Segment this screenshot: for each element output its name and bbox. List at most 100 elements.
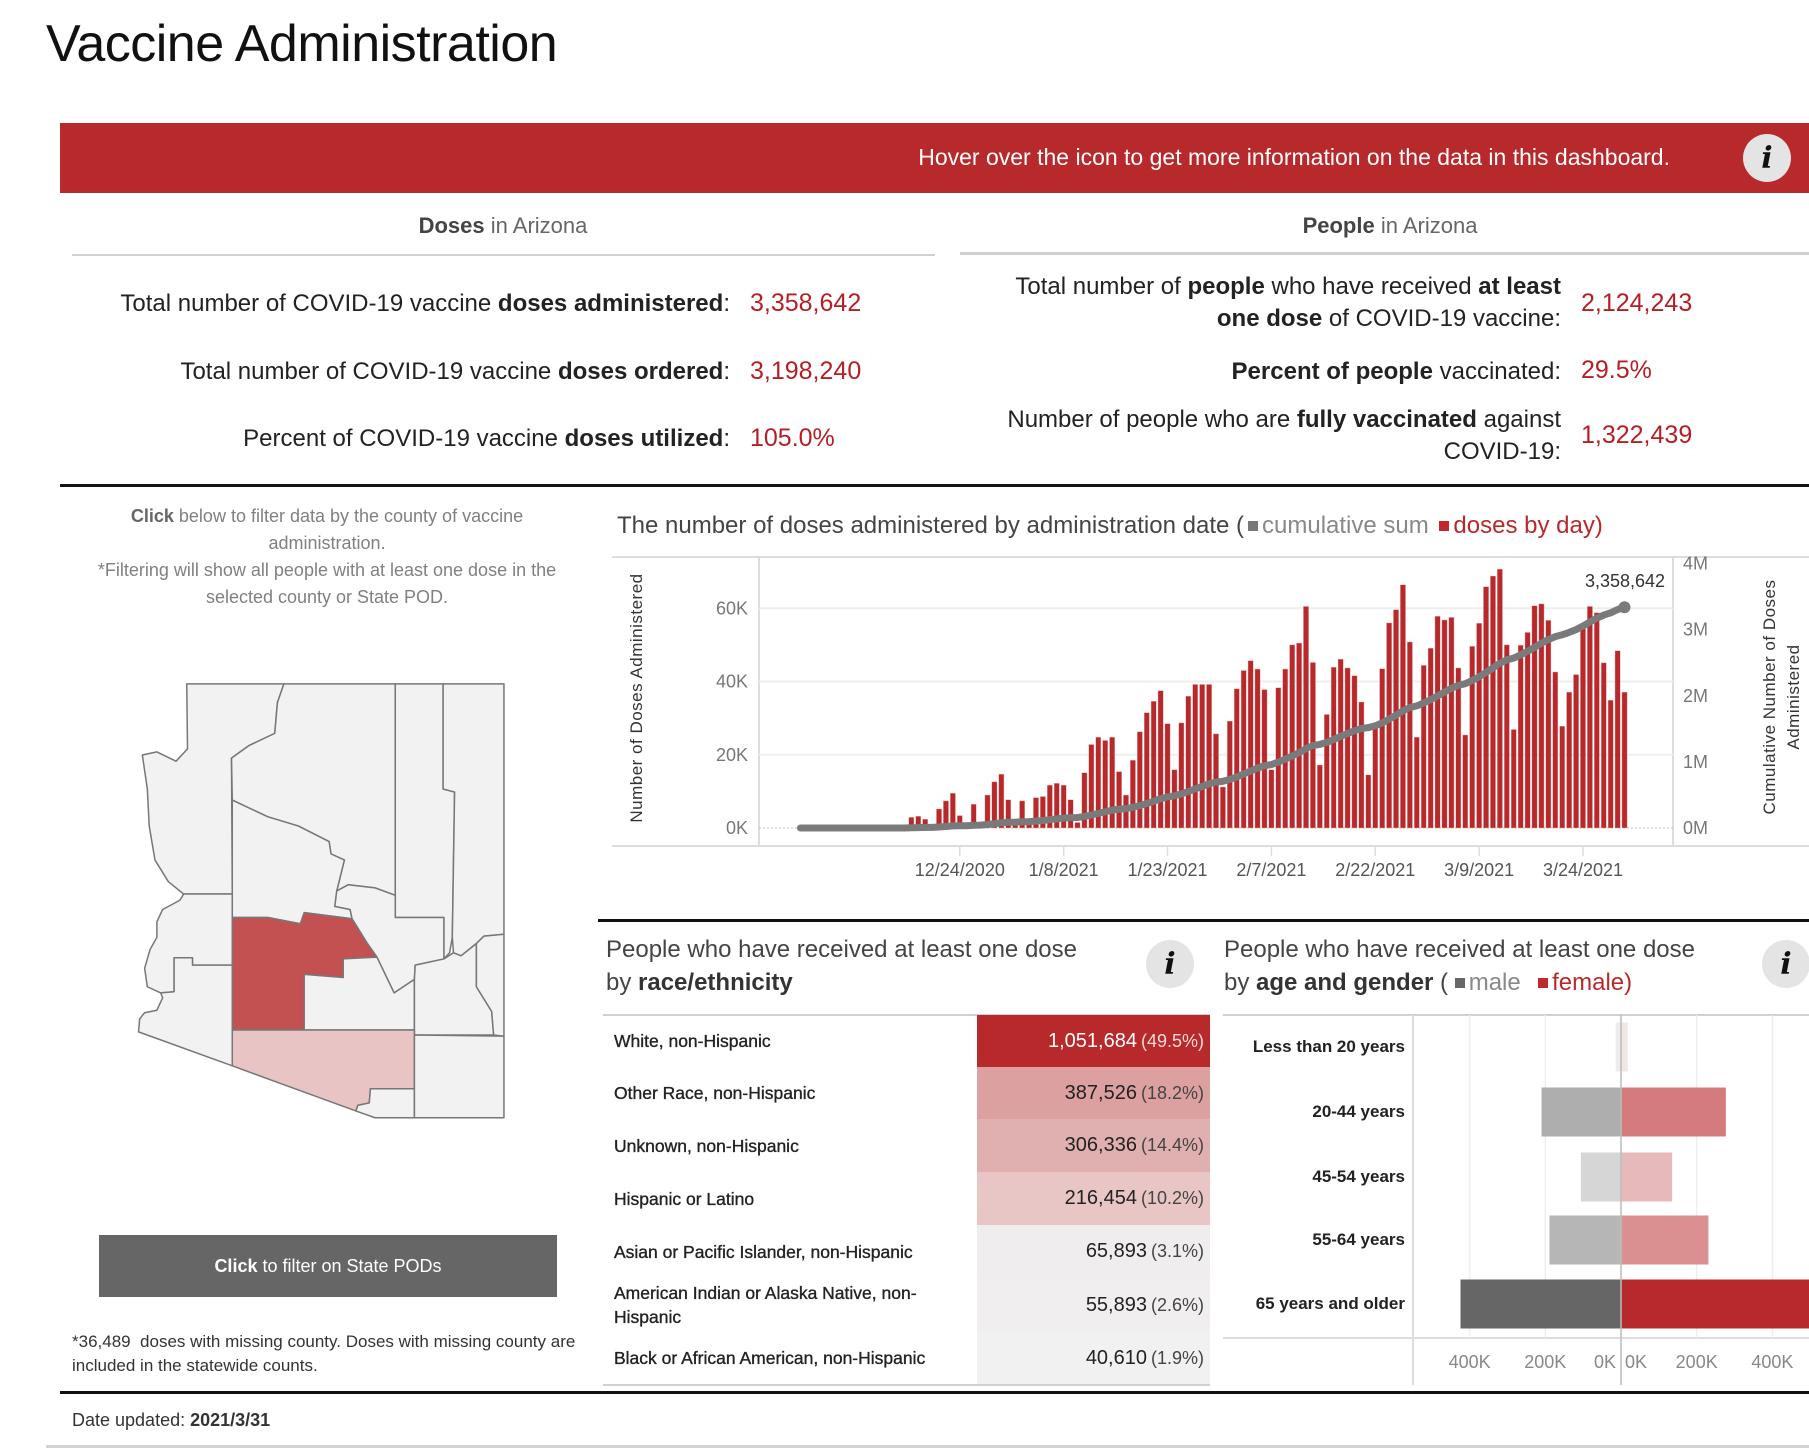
info-icon[interactable]: i [1743,134,1791,182]
daily-bar[interactable] [1386,622,1392,829]
state-pods-filter-button[interactable]: Click to filter on State PODs [99,1235,557,1297]
daily-bar[interactable] [1455,667,1462,829]
daily-bar[interactable] [1510,729,1517,829]
daily-bar[interactable] [1420,665,1427,829]
daily-bar[interactable] [1587,606,1593,829]
daily-bar[interactable] [1047,784,1053,829]
daily-bar[interactable] [1573,674,1579,829]
female-bar[interactable] [1621,1022,1628,1072]
daily-bar[interactable] [1580,627,1586,829]
daily-bar[interactable] [1504,644,1510,829]
daily-bar[interactable] [1497,568,1503,829]
daily-bar[interactable] [922,819,928,829]
daily-bar[interactable] [1150,701,1157,829]
daily-bar[interactable] [1220,786,1226,829]
daily-bar[interactable] [1594,612,1600,829]
daily-bar[interactable] [1185,695,1192,829]
daily-bar[interactable] [1441,619,1448,829]
daily-bar[interactable] [1607,699,1614,829]
daily-bar[interactable] [1074,822,1081,829]
daily-bar[interactable] [1379,668,1385,829]
female-bar[interactable] [1621,1215,1709,1265]
daily-bar[interactable] [1012,824,1018,829]
male-bar[interactable] [1460,1279,1621,1329]
daily-bar[interactable] [1490,575,1496,829]
daily-bar[interactable] [1552,671,1559,829]
daily-bar[interactable] [1067,799,1074,829]
daily-bar[interactable] [1323,714,1330,829]
daily-bar[interactable] [1116,771,1122,829]
daily-bar[interactable] [1400,584,1406,829]
county-cochise[interactable] [414,1035,504,1118]
info-icon[interactable]: i [1146,940,1194,988]
daily-bar[interactable] [1192,684,1199,829]
race-row[interactable]: Asian or Pacific Islander, non-Hispanic … [603,1225,1210,1278]
daily-bar[interactable] [1088,744,1095,829]
male-bar[interactable] [1580,1152,1621,1202]
daily-bar[interactable] [1545,620,1552,829]
daily-bar[interactable] [1164,723,1171,829]
daily-bar[interactable] [1566,691,1572,829]
daily-bar[interactable] [1247,660,1254,829]
daily-bar[interactable] [1206,684,1212,829]
daily-bar[interactable] [1469,646,1475,829]
daily-bar[interactable] [970,803,977,829]
daily-bar[interactable] [1289,644,1295,829]
race-row[interactable]: American Indian or Alaska Native, non-Hi… [603,1278,1210,1332]
daily-bar[interactable] [1483,586,1489,829]
daily-bar[interactable] [1268,769,1275,829]
male-bar[interactable] [1549,1215,1621,1265]
daily-bar[interactable] [1199,684,1205,829]
daily-bar[interactable] [1538,603,1545,829]
daily-bar[interactable] [991,781,998,829]
daily-bar[interactable] [957,815,963,829]
race-row[interactable]: Hispanic or Latino 216,454 (10.2%) [603,1172,1210,1225]
daily-bar[interactable] [1102,740,1109,829]
daily-bar[interactable] [1414,736,1420,829]
daily-bar[interactable] [1130,760,1136,829]
daily-bar[interactable] [1372,727,1379,829]
daily-bar[interactable] [1137,731,1143,829]
female-bar[interactable] [1621,1087,1726,1137]
male-bar[interactable] [1615,1022,1621,1072]
daily-bar[interactable] [1060,784,1067,829]
daily-bar[interactable] [943,800,949,829]
daily-bar[interactable] [1026,824,1032,829]
daily-bar[interactable] [1448,617,1455,829]
daily-bar[interactable] [1407,641,1413,829]
cumulative-end-point[interactable] [1618,601,1631,614]
daily-bar[interactable] [1123,794,1129,829]
daily-bar[interactable] [1365,774,1372,829]
daily-bar[interactable] [1476,623,1482,829]
race-row[interactable]: Other Race, non-Hispanic 387,526 (18.2%) [603,1067,1210,1119]
daily-bar[interactable] [1143,712,1150,829]
daily-bar[interactable] [1351,675,1358,829]
daily-bar[interactable] [1040,796,1046,829]
daily-bar[interactable] [1337,658,1344,829]
daily-bar[interactable] [1531,605,1538,829]
race-row[interactable]: Unknown, non-Hispanic 306,336 (14.4%) [603,1119,1210,1172]
female-bar[interactable] [1621,1152,1673,1202]
daily-bar[interactable] [1233,688,1240,829]
daily-bar[interactable] [915,816,922,829]
daily-bar[interactable] [1614,650,1621,829]
daily-bar[interactable] [998,773,1005,829]
daily-bar[interactable] [1240,670,1247,829]
county-yuma[interactable] [139,958,233,1066]
daily-bar[interactable] [1330,667,1337,829]
daily-bar[interactable] [1275,687,1282,829]
daily-bar[interactable] [936,808,942,829]
race-row[interactable]: Black or African American, non-Hispanic … [603,1332,1210,1384]
cumulative-line[interactable] [797,603,1628,832]
daily-bar[interactable] [1427,647,1434,829]
race-row[interactable]: White, non-Hispanic 1,051,684 (49.5%) [603,1015,1210,1067]
daily-bar[interactable] [1559,725,1566,829]
daily-bar[interactable] [1081,772,1088,829]
daily-bar[interactable] [1095,736,1102,829]
daily-bar[interactable] [1621,691,1628,829]
daily-bar[interactable] [908,817,915,829]
daily-bar[interactable] [977,822,984,829]
daily-bar[interactable] [1019,800,1025,829]
daily-bar[interactable] [1317,764,1323,829]
county-santa-cruz[interactable] [356,1089,415,1118]
